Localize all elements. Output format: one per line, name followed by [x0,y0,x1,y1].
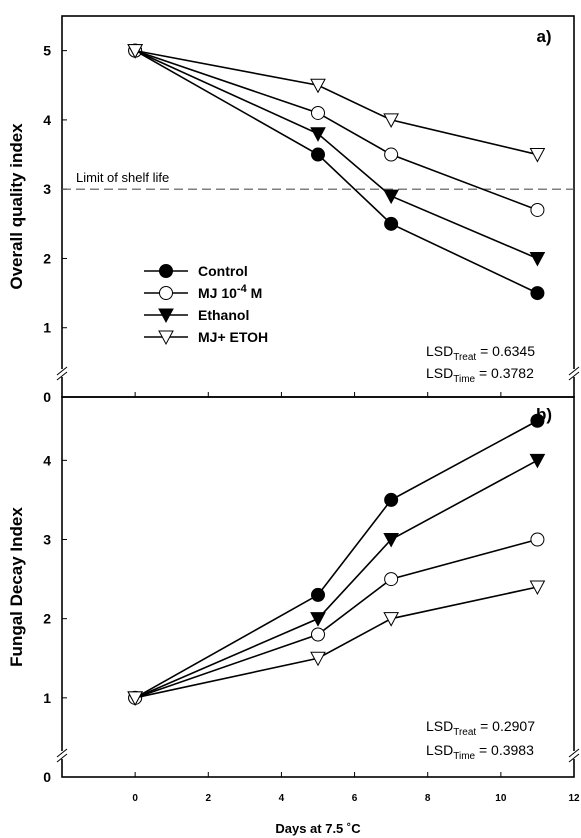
data-point [310,651,326,667]
data-point [530,413,545,428]
data-point [384,492,399,507]
legend-item: Control [144,263,248,279]
series-line [134,538,538,699]
series-ethanol [127,44,546,267]
y-tick-label: 0 [43,769,51,785]
data-point [310,612,326,627]
x-axis-label: Days at 7.5 ˚C [275,821,361,836]
axis-break-mark [568,371,580,381]
shelf-life-limit-label: Limit of shelf life [76,170,169,185]
legend-label: MJ 10-4 M [198,283,262,301]
axis-break-mark [568,748,580,758]
data-point [529,453,546,469]
legend-item: Ethanol [144,307,249,324]
legend-item: MJ+ ETOH [144,329,268,346]
series-line [134,49,538,260]
axis-break-mark [568,366,580,376]
x-tick-label: 10 [495,793,507,804]
data-point [384,572,399,587]
panel-a-overall-quality: 0 1 2 3 4 5 Overall quality index a) Limit of sh… [7,15,580,405]
series-line [134,49,538,211]
data-point [530,202,545,217]
axis-break-mark [56,753,68,763]
x-tick-label: 2 [206,793,212,804]
series-line [134,49,538,294]
legend-label: Ethanol [198,307,249,323]
lsd-annotation: LSDTime = 0.3983 [426,742,534,762]
y-tick-label: 5 [43,43,51,59]
lsd-annotation: LSDTreat = 0.6345 [426,343,535,363]
series-line [134,49,538,156]
plot-frame [61,15,575,398]
axis-break-gap [569,369,579,377]
data-point [529,580,546,596]
series-control [128,413,545,705]
series-mj-10-4-m [128,532,545,705]
y-tick-label: 1 [43,320,51,336]
y-tick-label: 2 [43,611,51,627]
y-tick-label: 4 [43,112,51,128]
legend-marker [158,308,174,324]
y-tick-label: 1 [43,690,51,706]
data-point [530,286,545,301]
plot-frame [61,396,575,778]
series-line [134,459,538,699]
data-point [384,216,399,231]
x-tick-label: 4 [279,793,285,804]
axis-break-mark [56,366,68,376]
legend-marker [158,330,174,346]
axis-break-mark [56,748,68,758]
x-axis: 0 2 4 6 8 10 12 Days at 7.5 ˚C [132,392,580,836]
x-tick-label: 6 [352,793,358,804]
data-point [383,189,399,205]
y-axis-label: Fungal Decay Index [7,507,26,667]
series-line [134,586,538,699]
y-tick-label: 0 [43,389,51,405]
legend-marker [159,286,173,300]
legend-label: MJ+ ETOH [198,329,268,345]
data-point [127,44,143,59]
data-point [529,251,546,267]
data-point [383,612,399,627]
x-tick-label: 8 [425,793,431,804]
y-axis-label: Overall quality index [7,123,26,290]
y-tick-label: 4 [43,452,51,468]
series-mj-10 [128,43,545,217]
axis-break-gap [569,751,579,759]
panel-label: a) [536,27,551,46]
axis-break-gap [57,369,67,377]
axis-break-gap [57,751,67,759]
data-point [311,147,325,162]
lsd-annotation: LSDTime = 0.3782 [426,365,534,385]
x-tick-label: 12 [568,793,580,804]
series-line [134,420,538,699]
series-control [128,43,545,301]
data-point [311,587,325,602]
legend-marker [159,264,173,278]
data-point [530,532,545,547]
legend: Control MJ 10-4 M Ethanol MJ+ ETOH [144,263,268,346]
y-tick-label: 2 [43,250,51,266]
axis-break-mark [568,753,580,763]
series-mj-etoh [127,44,546,163]
y-tick-label: 3 [43,532,51,548]
data-point [383,113,399,128]
data-point [310,127,326,142]
data-point [529,148,546,163]
lsd-annotation: LSDTreat = 0.2907 [426,718,535,738]
legend-item: MJ 10-4 M [144,283,262,301]
legend-label: Control [198,263,248,279]
data-point [127,691,143,706]
x-tick-label: 0 [132,793,138,804]
data-point [384,147,399,162]
data-point [310,78,326,94]
axis-break-mark [56,371,68,381]
y-tick-label: 3 [43,181,51,197]
series-mj-etoh [127,580,546,706]
data-point [311,627,325,642]
data-point [383,533,399,548]
data-point [311,105,325,120]
